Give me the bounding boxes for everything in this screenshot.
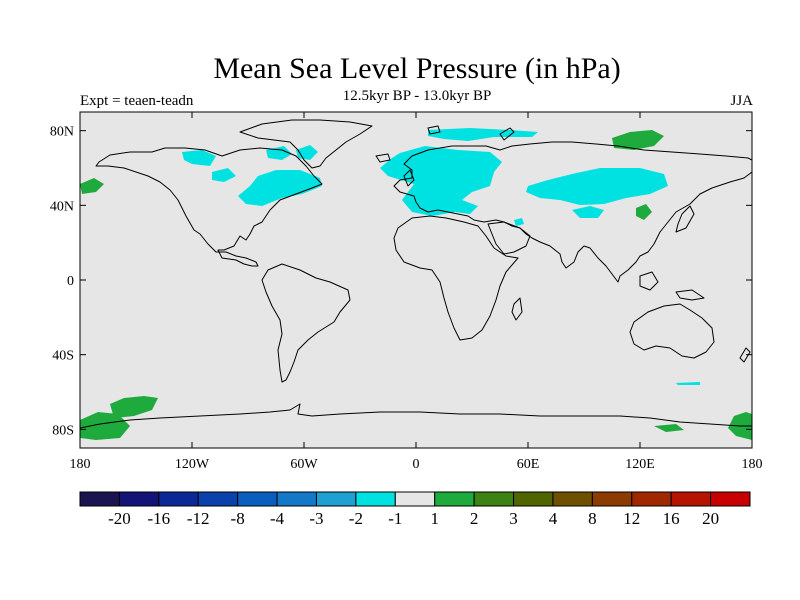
- season-label: JJA: [730, 93, 753, 109]
- island-new-guinea: [675, 289, 705, 301]
- colorbar-label: 3: [509, 509, 518, 528]
- colorbar-label: -1: [388, 509, 402, 528]
- colorbar-swatch: [473, 491, 515, 507]
- lon-tick-label: 60W: [290, 457, 318, 472]
- continent-arabia: [487, 221, 531, 255]
- colorbar-swatch: [513, 491, 554, 507]
- island-iceland: [375, 153, 391, 163]
- colorbar-label: 16: [663, 509, 680, 528]
- continent-south-america: [261, 263, 351, 383]
- colorbar-label: -4: [270, 509, 285, 528]
- colorbar-swatch: [237, 491, 278, 507]
- colorbar-label: 12: [623, 509, 640, 528]
- anomaly-siberia: [526, 168, 668, 205]
- continent-africa: [393, 215, 519, 341]
- anomaly-amundsen-sea: [110, 396, 158, 418]
- lat-tick-label: 80N: [50, 125, 74, 140]
- island-japan: [675, 205, 695, 233]
- continent-greenland: [239, 119, 373, 169]
- anomaly-europe: [380, 146, 502, 216]
- colorbar-label: -12: [187, 509, 210, 528]
- anomaly-canada-central: [212, 168, 236, 182]
- lat-tick-label: 80S: [52, 423, 74, 438]
- anomaly-east-siberian-sea: [612, 130, 664, 150]
- colorbar-swatch: [79, 491, 120, 507]
- lon-tick-label: 120W: [175, 457, 210, 472]
- lat-tick-label: 0: [67, 274, 74, 289]
- colorbar-label: -2: [349, 509, 363, 528]
- colorbar-swatch: [315, 491, 357, 507]
- anomaly-ross-sea-west: [80, 412, 130, 440]
- lon-tick-label: 180: [742, 457, 763, 472]
- anomaly-barents-sea: [428, 128, 538, 141]
- lon-tick-label: 60E: [517, 457, 540, 472]
- colorbar-labels: -20 -16 -12 -8 -4 -3 -2 -1 1 2 3 4 8 12 16 20: [108, 509, 719, 528]
- colorbar-label: 20: [702, 509, 719, 528]
- continent-north-america: [95, 147, 323, 267]
- chart-subtitle: 12.5kyr BP - 13.0kyr BP: [342, 88, 492, 104]
- colorbar-swatch: [276, 491, 317, 507]
- anomaly-north-pacific: [80, 178, 104, 194]
- colorbar-label: -3: [309, 509, 323, 528]
- island-madagascar: [511, 297, 523, 321]
- anomaly-siberia-south: [572, 206, 604, 218]
- anomaly-shading: [80, 128, 752, 440]
- colorbar-label: -20: [108, 509, 131, 528]
- lon-tick-label: 180: [70, 457, 91, 472]
- island-new-zealand: [739, 347, 751, 363]
- colorbar-swatch: [591, 491, 633, 507]
- colorbar-label: -16: [147, 509, 170, 528]
- experiment-label: Expt = teaen-teadn: [80, 93, 194, 109]
- colorbar-swatch: [552, 491, 593, 507]
- anomaly-western-canada: [182, 150, 216, 166]
- colorbar-swatch: [158, 491, 199, 507]
- anomaly-southern-ocean: [676, 382, 700, 385]
- latitude-axis: 80N 40N 0 40S 80S: [50, 125, 752, 438]
- island-svalbard: [427, 125, 441, 135]
- island-british-isles: [403, 169, 415, 187]
- island-novaya-zemlya: [499, 127, 515, 141]
- lon-tick-label: 0: [413, 457, 420, 472]
- anomaly-northeast-china: [636, 204, 652, 220]
- colorbar-label: -8: [231, 509, 245, 528]
- longitude-axis: 180 120W 60W 0 60E 120E 180: [70, 112, 763, 472]
- colorbar-swatch: [355, 491, 396, 507]
- anomaly-ross-sea-sliver: [654, 424, 684, 432]
- coastlines: [80, 119, 752, 429]
- colorbar-swatch: [434, 491, 475, 507]
- continent-australia: [629, 303, 715, 359]
- island-borneo: [639, 271, 659, 291]
- anomaly-caspian: [514, 218, 524, 226]
- colorbar-label: 2: [470, 509, 479, 528]
- colorbar-swatch: [118, 491, 160, 507]
- colorbar-swatch: [197, 491, 239, 507]
- colorbar-swatch: [631, 491, 672, 507]
- colorbar-label: 1: [430, 509, 439, 528]
- colorbar: [79, 491, 751, 507]
- colorbar-swatch: [394, 491, 436, 507]
- colorbar-label: 4: [549, 509, 558, 528]
- chart-title: Mean Sea Level Pressure (in hPa): [213, 52, 621, 85]
- anomaly-labrador: [238, 170, 322, 206]
- lon-tick-label: 120E: [625, 457, 655, 472]
- continent-antarctica: [80, 403, 752, 429]
- lat-tick-label: 40N: [50, 199, 74, 214]
- colorbar-swatch: [670, 491, 712, 507]
- colorbar-swatch: [710, 491, 751, 507]
- colorbar-label: 8: [588, 509, 597, 528]
- lat-tick-label: 40S: [52, 349, 74, 364]
